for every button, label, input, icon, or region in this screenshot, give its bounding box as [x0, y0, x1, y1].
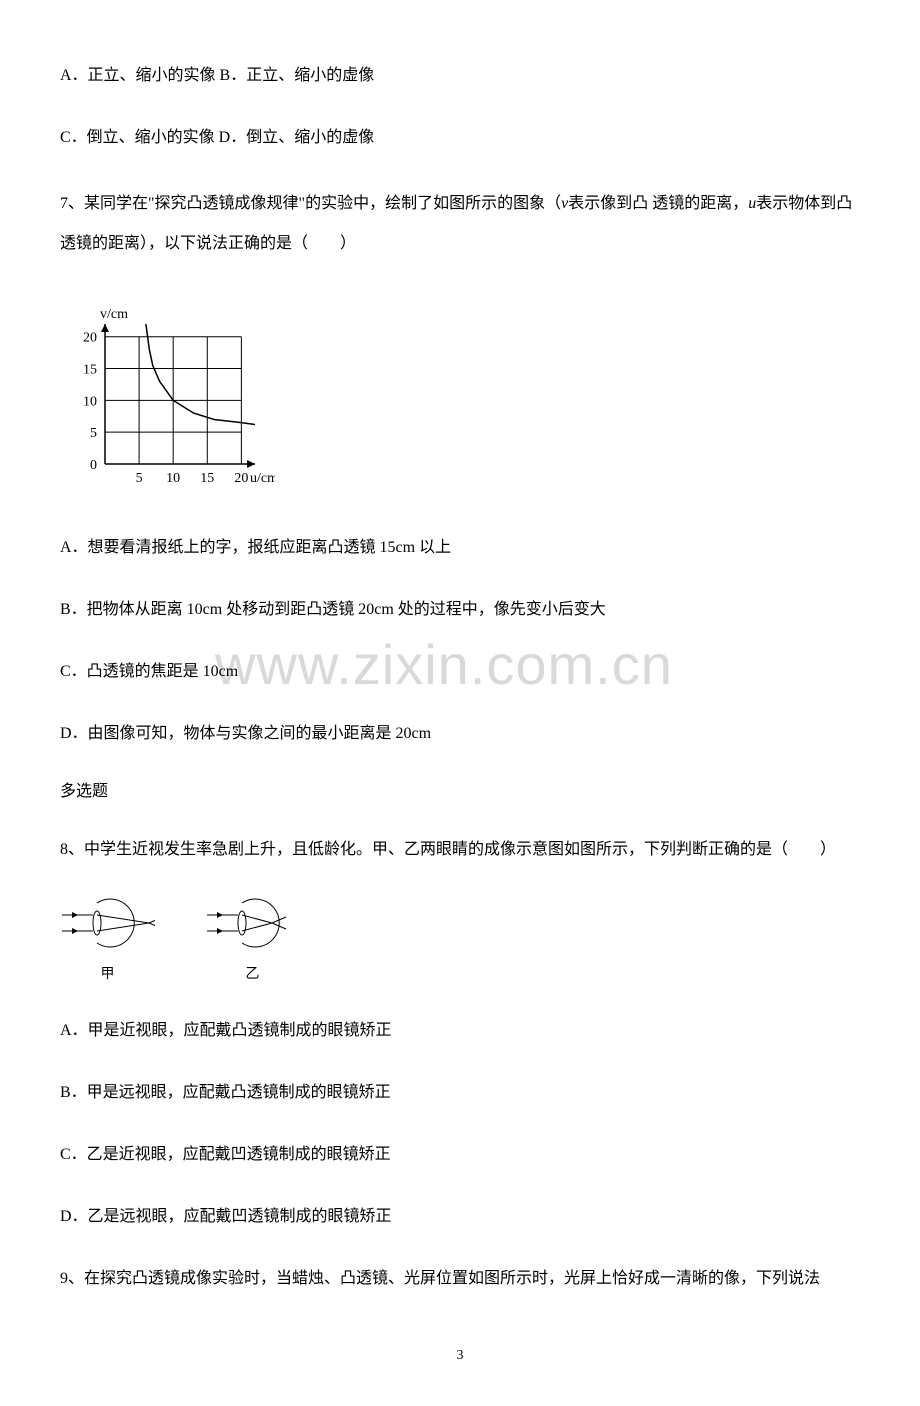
- q7-option-a: A．想要看清报纸上的字，报纸应距离凸透镜 15cm 以上: [60, 532, 860, 564]
- svg-text:10: 10: [166, 471, 180, 486]
- svg-text:20: 20: [83, 331, 97, 346]
- svg-text:v/cm: v/cm: [100, 307, 128, 322]
- svg-text:15: 15: [83, 363, 97, 378]
- q7-option-b: B．把物体从距离 10cm 处移动到距凸透镜 20cm 处的过程中，像先变小后变…: [60, 594, 860, 626]
- page-content: A．正立、缩小的实像 B．正立、缩小的虚像 C．倒立、缩小的实像 D．倒立、缩小…: [60, 60, 860, 1366]
- svg-text:5: 5: [90, 426, 97, 441]
- multichoice-header: 多选题: [60, 780, 860, 804]
- q7-stem: 7、某同学在"探究凸透镜成像规律"的实验中，绘制了如图所示的图象（v表示像到凸 …: [60, 184, 860, 264]
- svg-text:10: 10: [83, 394, 97, 409]
- eye-right-label: 乙: [205, 964, 300, 985]
- q8-option-a: A．甲是近视眼，应配戴凸透镜制成的眼镜矫正: [60, 1015, 860, 1047]
- q8-option-b: B．甲是远视眼，应配戴凸透镜制成的眼镜矫正: [60, 1077, 860, 1109]
- svg-text:5: 5: [136, 471, 143, 486]
- q7-stem-mid1: 表示像到凸 透镜的距离，: [568, 195, 748, 212]
- svg-text:u/cm: u/cm: [250, 471, 275, 486]
- q6-option-cd: C．倒立、缩小的实像 D．倒立、缩小的虚像: [60, 122, 860, 154]
- q7-option-d: D．由图像可知，物体与实像之间的最小距离是 20cm: [60, 718, 860, 750]
- svg-text:0: 0: [90, 458, 97, 473]
- eye-right-svg: [205, 896, 300, 951]
- q7-stem-pre: 7、某同学在"探究凸透镜成像规律"的实验中，绘制了如图所示的图象（: [60, 195, 561, 212]
- eye-left-label: 甲: [60, 964, 155, 985]
- q8-option-c: C．乙是近视眼，应配戴凹透镜制成的眼镜矫正: [60, 1139, 860, 1171]
- q6-option-ab: A．正立、缩小的实像 B．正立、缩小的虚像: [60, 60, 860, 92]
- q8-eye-diagrams: 甲 乙: [60, 896, 860, 985]
- q7-chart: 510152005101520v/cmu/cm: [60, 294, 860, 502]
- eye-left-wrap: 甲: [60, 896, 155, 985]
- svg-text:15: 15: [200, 471, 214, 486]
- q8-stem: 8、中学生近视发生率急剧上升，且低龄化。甲、乙两眼睛的成像示意图如图所示，下列判…: [60, 834, 860, 866]
- q9-stem: 9、在探究凸透镜成像实验时，当蜡烛、凸透镜、光屏位置如图所示时，光屏上恰好成一清…: [60, 1263, 860, 1295]
- eye-right-wrap: 乙: [205, 896, 300, 985]
- svg-text:20: 20: [234, 471, 248, 486]
- eye-left-svg: [60, 896, 155, 951]
- page-number: 3: [60, 1345, 860, 1366]
- q7-option-c: C．凸透镜的焦距是 10cm: [60, 656, 860, 688]
- q8-option-d: D．乙是远视眼，应配戴凹透镜制成的眼镜矫正: [60, 1201, 860, 1233]
- q7-var-u: u: [748, 195, 756, 212]
